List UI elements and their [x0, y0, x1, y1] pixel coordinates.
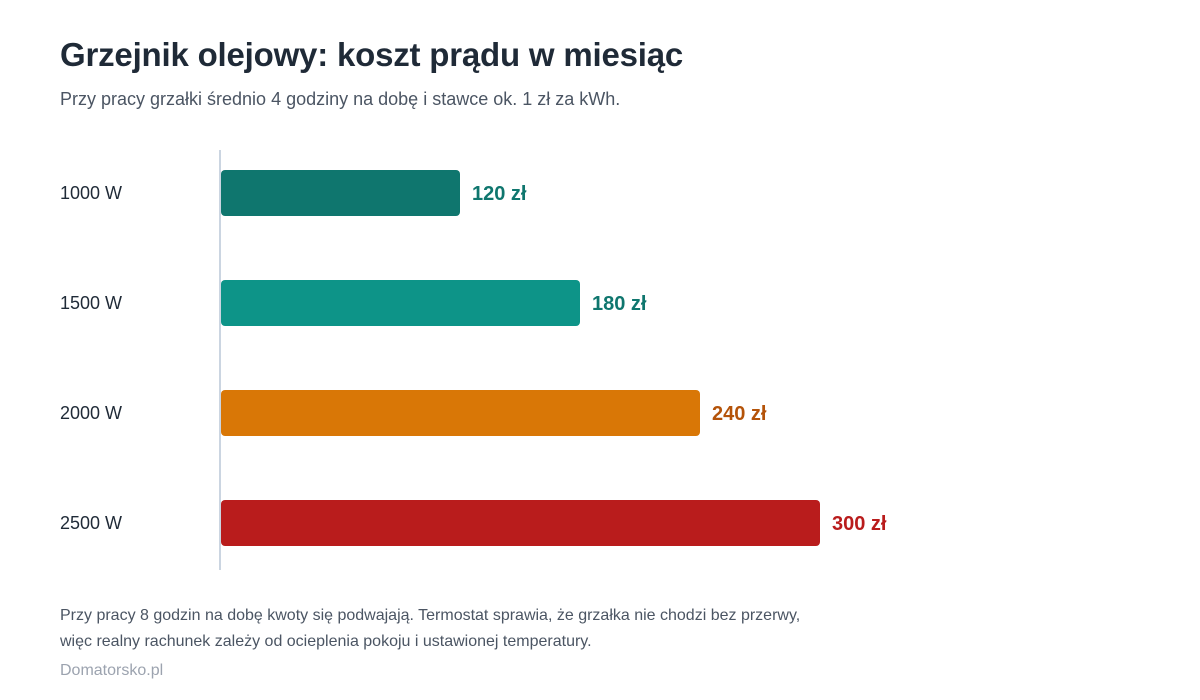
- bar: [221, 280, 580, 326]
- chart-title: Grzejnik olejowy: koszt prądu w miesiąc: [60, 36, 684, 73]
- footnote-line-2: więc realny rachunek zależy od ociepleni…: [60, 633, 592, 650]
- category-label: 2500 W: [60, 513, 122, 533]
- bar: [221, 170, 460, 216]
- footnote-line-1: Przy pracy 8 godzin na dobę kwoty się po…: [60, 607, 801, 624]
- bar-value-label: 240 zł: [712, 403, 767, 425]
- bar-value-label: 300 zł: [832, 513, 887, 535]
- source-credit: Domatorsko.pl: [60, 662, 164, 679]
- category-label: 1000 W: [60, 183, 122, 203]
- footnote: Przy pracy 8 godzin na dobę kwoty się po…: [60, 603, 800, 655]
- category-label: 2000 W: [60, 403, 122, 423]
- bar: [221, 390, 700, 436]
- bar: [221, 500, 820, 546]
- bar-value-label: 180 zł: [592, 293, 647, 315]
- category-label: 1500 W: [60, 293, 122, 313]
- bar-value-label: 120 zł: [472, 183, 527, 205]
- chart-subtitle: Przy pracy grzałki średnio 4 godziny na …: [60, 89, 621, 109]
